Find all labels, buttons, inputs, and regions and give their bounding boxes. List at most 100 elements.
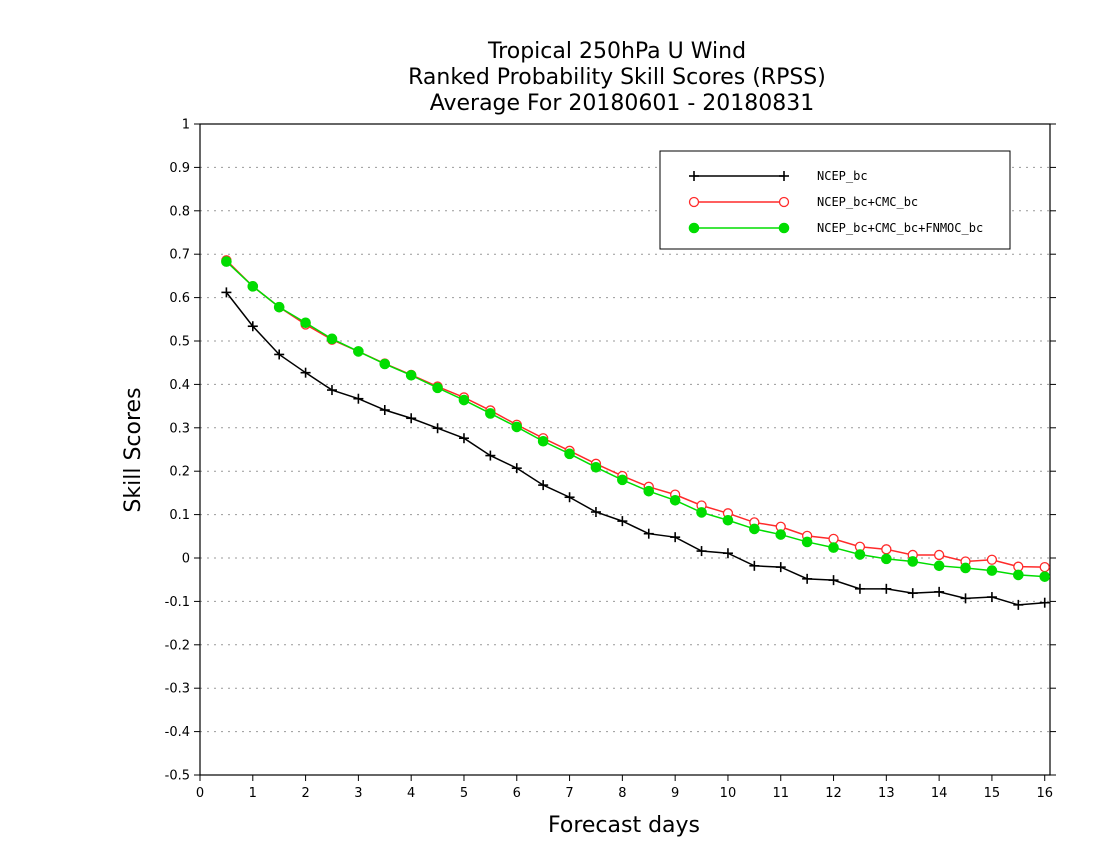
data-point-0-19 (722, 548, 733, 559)
data-point-0-26 (907, 588, 918, 599)
data-point-2-7 (405, 369, 417, 381)
x-tick-label-1: 1 (249, 786, 257, 801)
y-tick-label-13: 0.8 (169, 204, 190, 219)
chart-title-line-2: Ranked Probability Skill Scores (RPSS) (408, 65, 826, 90)
legend-entry-2: NCEP_bc+CMC_bc+FNMOC_bc (688, 221, 983, 235)
chart-title: Tropical 250hPa U Wind Ranked Probabilit… (408, 39, 826, 116)
legend-label-0: NCEP_bc (817, 169, 868, 183)
data-point-0-25 (881, 583, 892, 594)
y-tick-label-3: -0.2 (165, 638, 190, 653)
data-point-2-1 (247, 281, 259, 292)
x-tick-label-7: 7 (565, 786, 573, 801)
legend-marker-start-0 (689, 171, 699, 181)
y-tick-label-9: 0.4 (169, 378, 190, 393)
x-tick-label-14: 14 (931, 786, 948, 801)
data-point-2-14 (590, 461, 602, 473)
gridlines (200, 166, 1050, 733)
data-point-0-29 (986, 592, 997, 603)
data-point-1-31 (1039, 561, 1050, 573)
data-point-2-8 (432, 382, 443, 394)
legend-marker-start-1 (688, 196, 700, 208)
data-point-0-3 (300, 367, 311, 378)
legend-entry-0: NCEP_bc (689, 169, 868, 183)
series-0 (221, 287, 1050, 610)
x-tick-label-5: 5 (460, 786, 468, 801)
data-point-0-8 (432, 423, 443, 434)
data-point-0-9 (458, 433, 469, 444)
chart-title-line-1: Tropical 250hPa U Wind (487, 39, 746, 64)
data-point-2-12 (537, 435, 549, 447)
y-tick-label-2: -0.3 (165, 682, 190, 697)
legend-marker-end-0 (779, 171, 789, 181)
data-point-0-17 (670, 532, 681, 543)
data-point-0-1 (247, 321, 258, 332)
x-tick-label-3: 3 (354, 786, 362, 801)
series-2 (221, 256, 1051, 582)
y-tick-label-6: 0.1 (169, 508, 190, 523)
data-point-0-28 (960, 593, 971, 604)
data-point-2-26 (907, 556, 919, 567)
data-point-1-27 (933, 549, 945, 561)
data-point-0-5 (353, 393, 364, 404)
data-point-2-23 (828, 542, 839, 553)
data-point-0-20 (749, 560, 760, 571)
data-point-0-24 (854, 583, 865, 594)
data-point-0-30 (1013, 599, 1024, 610)
data-point-2-19 (722, 514, 734, 526)
y-tick-label-15: 1 (182, 118, 190, 133)
y-tick-label-7: 0.2 (169, 465, 190, 480)
data-point-2-6 (379, 358, 391, 370)
series-line-2 (225, 261, 1045, 578)
data-point-0-10 (485, 450, 496, 461)
x-tick-label-6: 6 (513, 786, 521, 801)
data-point-0-6 (379, 405, 390, 416)
data-point-2-9 (458, 394, 470, 406)
data-point-2-22 (801, 536, 813, 548)
data-point-2-20 (749, 523, 760, 535)
data-point-2-3 (300, 317, 311, 329)
data-point-0-16 (643, 528, 654, 539)
data-point-0-18 (696, 546, 707, 557)
data-point-2-5 (353, 346, 364, 357)
legend-marker-end-1 (778, 196, 790, 208)
series-lines (221, 255, 1051, 610)
legend-entry-1: NCEP_bc+CMC_bc (688, 195, 918, 209)
x-tick-label-12: 12 (825, 786, 842, 801)
y-tick-label-4: -0.1 (165, 595, 190, 610)
data-point-2-15 (617, 474, 628, 486)
data-point-0-21 (775, 562, 786, 573)
data-point-2-28 (960, 562, 971, 574)
y-tick-label-1: -0.4 (165, 725, 190, 740)
y-tick-label-14: 0.9 (169, 161, 190, 176)
y-tick-label-0: -0.5 (165, 769, 190, 784)
x-tick-label-8: 8 (618, 786, 626, 801)
series-1 (221, 255, 1050, 573)
data-point-1-25 (881, 544, 892, 555)
data-point-1-23 (828, 533, 839, 545)
y-tick-label-10: 0.5 (169, 335, 190, 350)
data-point-2-27 (933, 560, 945, 572)
x-tick-label-0: 0 (196, 786, 204, 801)
axes: -0.5 -0.4 -0.3 -0.2 -0.1 0 0.1 0.2 0.3 0.4 0.5 0.6 0… (165, 118, 1056, 801)
data-point-2-30 (1013, 569, 1024, 581)
legend-marker-start-2 (688, 222, 700, 234)
data-point-0-31 (1039, 597, 1050, 608)
data-point-2-21 (775, 529, 787, 540)
data-point-0-13 (564, 492, 575, 503)
x-tick-label-2: 2 (301, 786, 309, 801)
data-point-2-13 (564, 448, 575, 460)
data-point-2-24 (854, 549, 866, 560)
legend-label-1: NCEP_bc+CMC_bc (817, 195, 918, 209)
data-point-2-10 (485, 408, 496, 419)
data-point-2-0 (221, 256, 232, 267)
data-point-0-22 (802, 573, 813, 584)
data-point-0-11 (511, 463, 522, 474)
data-point-2-4 (326, 333, 338, 345)
legend-box (659, 150, 1011, 250)
x-tick-label-11: 11 (772, 786, 789, 801)
x-tick-label-16: 16 (1036, 786, 1053, 801)
plot-frame (199, 123, 1051, 776)
legend-marker-end-2 (778, 222, 790, 234)
data-point-2-25 (881, 553, 892, 565)
x-tick-label-13: 13 (878, 786, 895, 801)
